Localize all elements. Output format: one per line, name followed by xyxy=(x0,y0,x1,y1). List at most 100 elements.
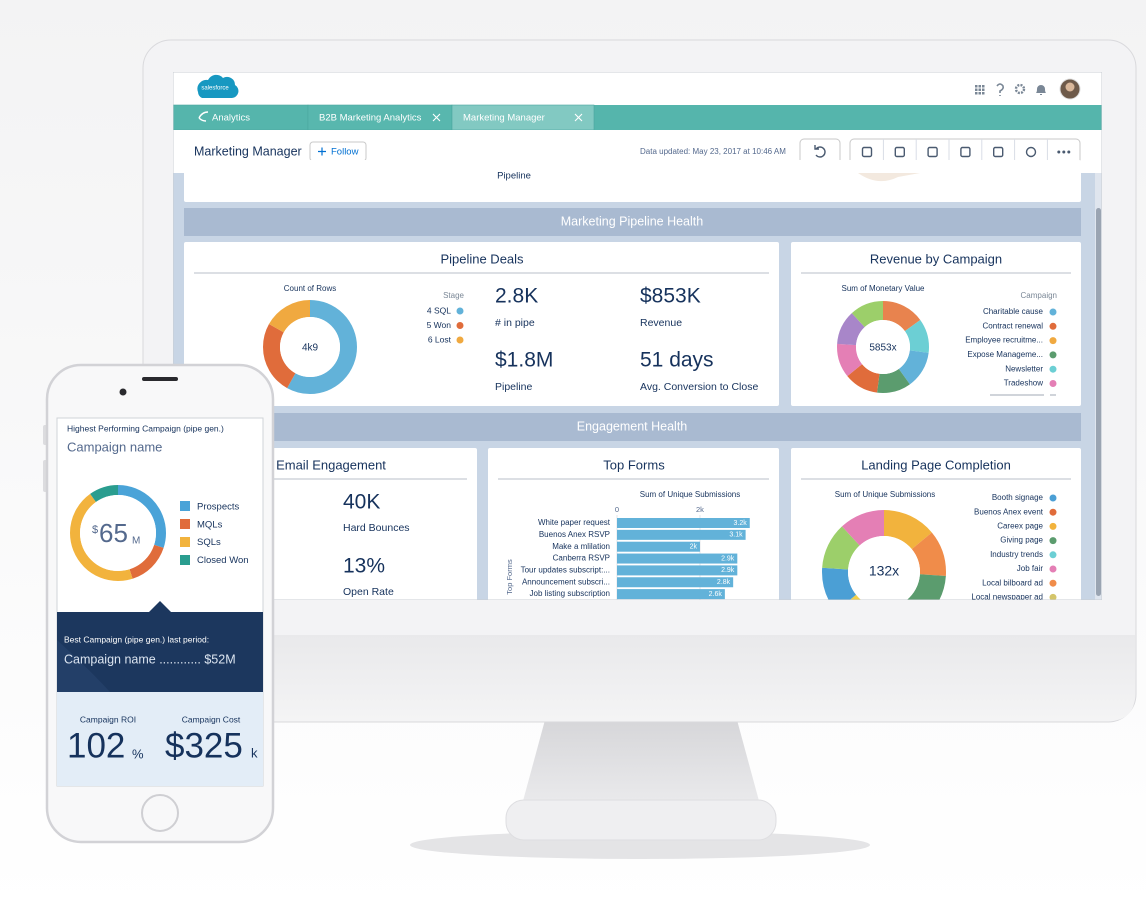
bar xyxy=(617,518,750,528)
notifications-icon[interactable] xyxy=(1036,85,1046,95)
legend-swatch xyxy=(1049,322,1057,330)
logo-cloud xyxy=(197,74,239,98)
legend-label: Local bilboard ad xyxy=(982,578,1043,587)
card-title: Revenue by Campaign xyxy=(870,251,1002,266)
category-label: Canberra RSVP xyxy=(553,554,610,563)
donut-hole xyxy=(848,536,920,600)
bar-value-label: 3.1k xyxy=(729,532,743,539)
help-icon[interactable] xyxy=(996,83,1004,96)
apps-icon xyxy=(982,92,985,95)
metric-value: $853K xyxy=(640,285,701,308)
category-label: Job listing subscription xyxy=(530,589,610,598)
metric-label: Revenue xyxy=(640,317,682,329)
tab-close[interactable] xyxy=(574,113,583,122)
phone-heading: Highest Performing Campaign (pipe gen.) xyxy=(67,423,224,433)
apps-icon xyxy=(975,85,978,88)
section-title: Engagement Health xyxy=(577,419,688,433)
legend-label: Tradeshow xyxy=(1004,379,1044,388)
apps-icon xyxy=(975,92,978,95)
action-icon xyxy=(894,146,905,158)
section-title: Marketing Pipeline Health xyxy=(561,214,703,228)
best-panel-notch xyxy=(149,601,171,612)
tab-label: Analytics xyxy=(212,113,250,124)
top-bar xyxy=(173,72,1102,105)
metric-label: Pipeline xyxy=(495,381,533,393)
category-label: Make a mlilation xyxy=(552,542,610,551)
legend-label: Job fair xyxy=(1017,564,1044,573)
legend-label: MQLs xyxy=(197,519,223,530)
metric-value: $1.8M xyxy=(495,349,553,372)
partial-card-text: Pipeline xyxy=(497,171,531,182)
phone-camera xyxy=(119,388,127,396)
donut-hole xyxy=(856,320,910,374)
x-tick-label: 2k xyxy=(696,505,704,514)
section-banner xyxy=(184,208,1081,236)
legend-label: Contract renewal xyxy=(983,321,1044,330)
legend-label: Charitable cause xyxy=(983,307,1044,316)
donut-center: 132x xyxy=(869,563,899,579)
legend-swatch xyxy=(180,519,190,529)
chart-title: Sum of Unique Submissions xyxy=(835,490,936,499)
refresh-icon xyxy=(814,145,826,158)
donut-hole xyxy=(280,317,340,377)
monitor-neck xyxy=(520,720,762,812)
home-button[interactable] xyxy=(141,794,179,832)
apps-icon xyxy=(978,85,981,88)
bar xyxy=(617,553,738,564)
kpi-unit: k xyxy=(251,745,258,760)
action-icon xyxy=(861,146,873,158)
action-icon xyxy=(960,146,971,158)
more-icon xyxy=(1062,150,1066,154)
apps-icon xyxy=(978,92,981,95)
metric-label: # in pipe xyxy=(495,317,535,329)
legend-swatch xyxy=(1049,537,1057,545)
legend-swatch xyxy=(1049,508,1057,516)
legend-swatch xyxy=(1049,565,1057,573)
metric-value: 2.8K xyxy=(495,285,538,308)
category-label: White paper request xyxy=(538,518,611,527)
donut-value: 65 xyxy=(99,518,128,548)
best-value: Campaign name ............ $52M xyxy=(64,652,236,666)
action-icon xyxy=(993,146,1004,158)
settings-icon[interactable] xyxy=(1014,83,1026,95)
donut-segment xyxy=(822,510,946,600)
donut-segment xyxy=(837,301,929,393)
donut-segment xyxy=(263,300,357,394)
back-icon[interactable] xyxy=(198,111,209,122)
donut-center: 4k9 xyxy=(302,343,319,354)
legend-swatch xyxy=(1049,351,1057,359)
legend-swatch xyxy=(456,322,464,329)
metric-value: 51 days xyxy=(640,349,714,372)
legend-label: Giving page xyxy=(1000,536,1043,545)
metric-label: Open Rate xyxy=(343,586,394,598)
legend-title: Stage xyxy=(443,291,464,300)
legend-swatch xyxy=(1049,522,1057,530)
tab-close[interactable] xyxy=(432,113,441,122)
donut-segment xyxy=(837,301,929,393)
category-label: Tour updates subscript:... xyxy=(521,566,610,575)
kpi-label: Campaign ROI xyxy=(80,714,136,724)
legend-label: Buenos Anex event xyxy=(974,507,1044,516)
kpi-value: 102 xyxy=(67,726,125,765)
partial-donut xyxy=(858,173,920,182)
kpi-panel xyxy=(57,692,263,786)
donut-segment xyxy=(822,510,946,600)
legend-label: 4 SQL xyxy=(427,305,451,315)
bar xyxy=(617,589,725,600)
bar-value-label: 3.2k xyxy=(734,520,748,527)
chart-title: Count of Rows xyxy=(284,284,336,293)
legend-label: Closed Won xyxy=(197,555,249,566)
legend-swatch xyxy=(456,336,464,344)
legend-label: 5 Won xyxy=(427,320,452,330)
bar-value-label: 2.9k xyxy=(721,555,735,562)
donut-segment xyxy=(822,510,946,600)
legend-label: Prospects xyxy=(197,502,239,513)
bar-value-label: 2.8k xyxy=(717,579,731,586)
bar xyxy=(617,565,738,576)
legend-swatch xyxy=(1049,365,1057,373)
legend-swatch xyxy=(1049,337,1057,345)
tab[interactable] xyxy=(451,104,595,131)
monitor-chin xyxy=(144,635,1135,721)
metric-value: 13% xyxy=(343,555,385,578)
legend-label: Booth signage xyxy=(992,493,1044,502)
